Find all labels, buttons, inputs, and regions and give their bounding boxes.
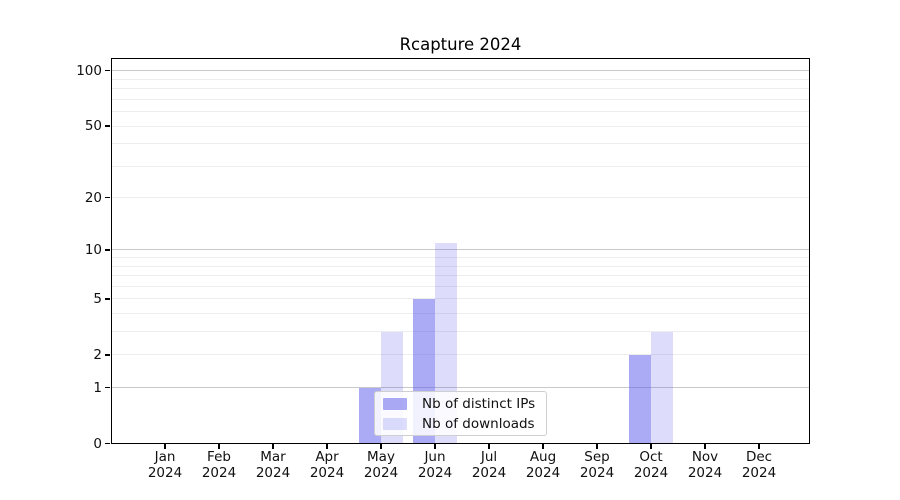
x-tick-label: Oct 2024: [619, 449, 683, 481]
y-tick: [105, 298, 110, 300]
x-tick-label: Aug 2024: [511, 449, 575, 481]
x-tick-year: 2024: [147, 464, 183, 481]
x-tick-label: Nov 2024: [673, 449, 737, 481]
y-tick-label: 0: [93, 435, 102, 452]
gridline-minor: [111, 125, 810, 127]
x-tick-year: 2024: [579, 464, 615, 481]
gridline-minor: [111, 88, 810, 90]
x-tick-month: Oct: [639, 449, 663, 465]
gridline-minor: [111, 331, 810, 333]
x-tick-year: 2024: [201, 464, 237, 481]
chart-title: Rcapture 2024: [399, 35, 522, 54]
legend-label: Nb of downloads: [422, 415, 535, 432]
y-tick: [105, 197, 110, 199]
gridline-minor: [111, 78, 810, 80]
gridline-minor: [111, 275, 810, 277]
x-tick-month: Apr: [315, 449, 339, 465]
y-tick-label: 20: [84, 189, 102, 206]
y-tick: [105, 387, 110, 389]
gridline-major: [111, 249, 810, 251]
gridline-minor: [111, 197, 810, 199]
legend-swatch: [383, 397, 407, 410]
gridline-minor: [111, 111, 810, 113]
x-tick-year: 2024: [525, 464, 561, 481]
legend: Nb of distinct IPs Nb of downloads: [374, 391, 547, 436]
y-tick: [105, 125, 110, 127]
x-tick-month: Jun: [424, 449, 446, 465]
x-tick-year: 2024: [741, 464, 777, 481]
legend-label: Nb of distinct IPs: [422, 395, 536, 412]
legend-swatch: [383, 417, 407, 430]
x-tick: [650, 444, 652, 449]
gridline-minor: [111, 285, 810, 287]
x-tick: [380, 444, 382, 449]
x-tick-label: Feb 2024: [187, 449, 251, 481]
x-tick-year: 2024: [255, 464, 291, 481]
plot-border: [111, 58, 810, 444]
x-tick-month: Dec: [745, 449, 773, 465]
y-tick-label: 2: [93, 346, 102, 363]
x-tick-label: Jul 2024: [457, 449, 521, 481]
x-tick: [758, 444, 760, 449]
x-tick-month: May: [367, 449, 395, 465]
legend-row: Nb of downloads: [383, 416, 538, 432]
x-tick: [542, 444, 544, 449]
legend-row: Nb of distinct IPs: [383, 396, 538, 412]
y-tick: [105, 443, 110, 445]
gridline-minor: [111, 354, 810, 356]
x-tick-month: Sep: [584, 449, 610, 465]
x-tick-month: Feb: [207, 449, 231, 465]
x-tick: [704, 444, 706, 449]
y-tick: [105, 249, 110, 251]
y-tick-label: 50: [84, 118, 102, 135]
x-tick: [434, 444, 436, 449]
gridline-minor: [111, 143, 810, 145]
x-tick-label: Dec 2024: [727, 449, 791, 481]
x-tick-year: 2024: [471, 464, 507, 481]
gridline-minor: [111, 98, 810, 100]
gridline-major: [111, 70, 810, 72]
gridline-minor: [111, 298, 810, 300]
y-tick-label: 5: [93, 290, 102, 307]
x-tick-year: 2024: [633, 464, 669, 481]
x-tick: [596, 444, 598, 449]
x-tick-label: Jun 2024: [403, 449, 467, 481]
x-tick-month: Jan: [154, 449, 176, 465]
x-tick: [272, 444, 274, 449]
y-tick: [105, 354, 110, 356]
x-tick: [164, 444, 166, 449]
x-tick-year: 2024: [417, 464, 453, 481]
x-tick: [488, 444, 490, 449]
x-tick-label: Mar 2024: [241, 449, 305, 481]
y-tick: [105, 70, 110, 72]
y-tick-label: 10: [84, 241, 102, 258]
gridline-minor: [111, 257, 810, 259]
x-tick-month: Mar: [260, 449, 286, 465]
bar: [651, 331, 673, 444]
y-tick-label: 100: [76, 62, 102, 79]
x-tick-label: Jan 2024: [133, 449, 197, 481]
y-tick-label: 1: [93, 379, 102, 396]
x-tick-month: Nov: [691, 449, 719, 465]
gridline-minor: [111, 313, 810, 315]
x-tick-month: Aug: [529, 449, 557, 465]
x-tick-year: 2024: [363, 464, 399, 481]
gridline-minor: [111, 165, 810, 167]
gridline-major: [111, 387, 810, 389]
x-tick-year: 2024: [309, 464, 345, 481]
x-tick-month: Jul: [480, 449, 498, 465]
bar: [629, 354, 651, 444]
x-tick-label: May 2024: [349, 449, 413, 481]
x-tick-label: Sep 2024: [565, 449, 629, 481]
x-tick: [326, 444, 328, 449]
gridline-minor: [111, 265, 810, 267]
x-tick-label: Apr 2024: [295, 449, 359, 481]
x-tick: [218, 444, 220, 449]
x-tick-year: 2024: [687, 464, 723, 481]
